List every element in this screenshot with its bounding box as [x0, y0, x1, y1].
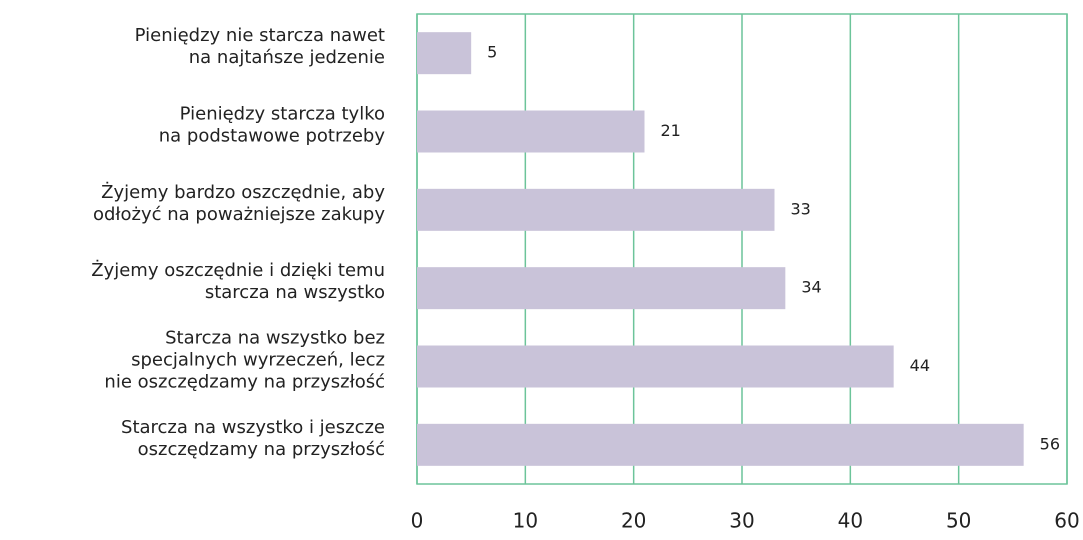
- x-tick-label: 10: [513, 509, 538, 533]
- y-tick-label: Starcza na wszystko i jeszcze oszczędzamy…: [121, 417, 385, 460]
- value-label: 21: [661, 121, 681, 140]
- value-label: 5: [487, 43, 497, 62]
- y-tick-label-line: Pieniędzy nie starcza nawet: [135, 25, 385, 46]
- y-tick-label-line: Starcza na wszystko bez: [165, 328, 385, 349]
- y-tick-label-line: Żyjemy bardzo oszczędnie, aby: [101, 182, 385, 203]
- y-tick-label-line: nie oszczędzamy na przyszłość: [104, 372, 385, 393]
- bar: [417, 267, 786, 310]
- value-label: 33: [791, 199, 811, 218]
- x-tick-label: 50: [946, 509, 971, 533]
- y-tick-label-line: Żyjemy oszczędnie i dzięki temu: [91, 260, 385, 281]
- value-label: 34: [801, 278, 821, 297]
- y-tick-label: Żyjemy bardzo oszczędnie, aby odłożyć na …: [93, 182, 385, 225]
- y-tick-label-line: na najtańsze jedzenie: [189, 47, 385, 68]
- x-tick-label: 0: [411, 509, 424, 533]
- y-tick-label-line: specjalnych wyrzeczeń, lecz: [131, 350, 385, 371]
- plot-border: [416, 13, 1068, 485]
- bar: [417, 188, 775, 231]
- y-tick-label-line: starcza na wszystko: [205, 282, 385, 303]
- x-tick-label: 30: [729, 509, 754, 533]
- value-label: 56: [1040, 434, 1060, 453]
- bar: [417, 423, 1024, 466]
- y-tick-label: Starcza na wszystko bez specjalnych wyrze…: [104, 328, 385, 393]
- y-tick-label: Pieniędzy starcza tylko na podstawowe pot…: [159, 104, 386, 147]
- x-tick-label: 20: [621, 509, 646, 533]
- y-tick-label-line: Starcza na wszystko i jeszcze: [121, 417, 385, 438]
- y-tick-label-line: na podstawowe potrzeby: [159, 126, 386, 147]
- y-tick-label: Żyjemy oszczędnie i dzięki temu starcza n…: [91, 260, 385, 303]
- value-label: 44: [910, 356, 930, 375]
- bar: [417, 32, 472, 75]
- y-tick-label-line: oszczędzamy na przyszłość: [138, 439, 385, 460]
- bar: [417, 345, 894, 388]
- bar: [417, 110, 645, 153]
- y-tick-label-line: odłożyć na poważniejsze zakupy: [93, 204, 385, 225]
- y-tick-label-line: Pieniędzy starcza tylko: [180, 104, 385, 125]
- x-tick-label: 40: [838, 509, 863, 533]
- x-tick-label: 60: [1054, 509, 1079, 533]
- y-tick-label: Pieniędzy nie starcza nawet na najtańsze …: [135, 25, 385, 68]
